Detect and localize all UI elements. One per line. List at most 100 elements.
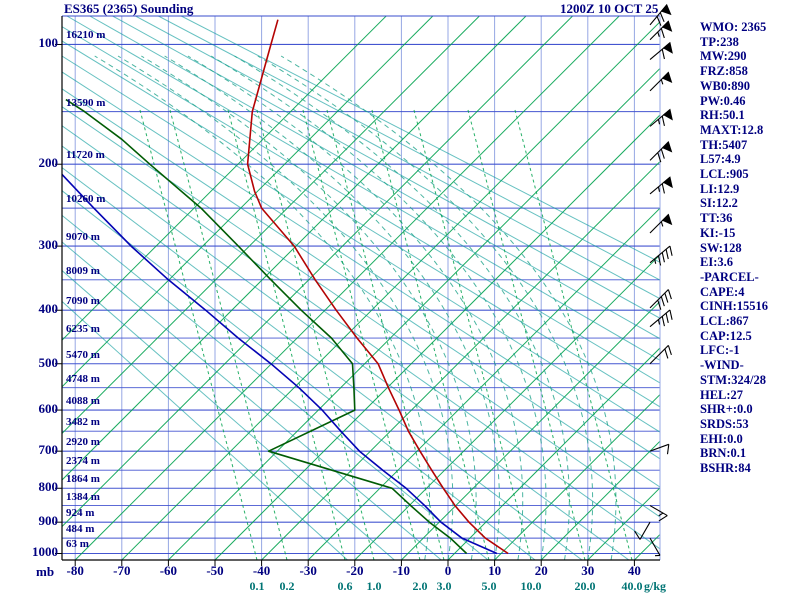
skew-isotherm-line [62,16,573,528]
barb-full [661,115,665,126]
barb-full [659,12,665,23]
barb-full [664,292,669,303]
skew-isotherm-line [62,16,434,388]
barb-full [667,289,672,300]
mixing-ratio-line [139,109,258,560]
skew-isotherm-line [261,160,660,560]
skew-isotherm-line [168,67,660,560]
barb-full [660,148,665,159]
barb-full [661,252,665,263]
barb-full [669,309,673,320]
barb-full [661,183,665,194]
mixing-ratio-line [371,109,490,560]
barb-staff [649,505,668,517]
dry-adiabat-line [62,145,630,560]
barb-flag [661,140,673,153]
skew-isotherm-line [121,21,660,560]
skew-isotherm-line [447,347,660,560]
skew-isotherm-line [494,393,660,560]
barb-flag [662,108,673,121]
moist-adiabat-line [94,55,431,560]
barb-full [657,299,662,310]
moist-adiabat-line [164,55,500,560]
dry-adiabat-line [66,16,660,361]
barb-full [661,49,665,60]
dry-adiabat-line [62,55,660,433]
barb-flag [661,71,673,84]
grid-and-traces [62,16,660,560]
moist-adiabat-line [257,55,594,560]
barb-staff [649,245,671,264]
barb-half [654,258,657,264]
skew-isotherm-line [587,487,660,560]
dry-adiabat-line [62,190,536,560]
barb-full [657,255,662,266]
dry-adiabat-line [62,106,660,518]
skew-isotherm-line [62,16,387,341]
dry-adiabat-line [89,16,660,340]
barb-full [657,152,662,163]
barb-staff [649,309,671,328]
dry-adiabat-line [62,214,489,560]
dry-adiabat-line [62,40,660,408]
barb-full [661,316,665,327]
dry-adiabat-line [62,125,660,550]
barb-full [665,313,669,324]
moist-adiabat-line [234,55,570,560]
moist-adiabat-line [117,55,454,560]
skew-isotherm-line [401,300,660,560]
moist-adiabat-line [280,55,617,560]
barb-flag [662,176,673,189]
dry-adiabat-line [62,88,660,488]
barb-flag [660,3,672,16]
barb-full [665,249,669,260]
barb-full [669,245,673,256]
barb-full [664,348,669,359]
temperature-trace [246,19,509,555]
skew-isotherm-line [634,533,660,560]
barb-flag [662,41,673,54]
dry-adiabat-line [158,16,660,281]
dry-adiabat-line [62,241,442,560]
barb-half [657,119,661,125]
skew-isotherm-line [74,16,620,560]
moist-adiabat-line [187,55,524,560]
skew-isotherm-line [354,254,660,560]
dry-adiabat-line [62,166,583,560]
wetbulb-trace [62,173,498,555]
mixing-ratio-line [169,109,288,560]
barb-full [666,444,670,455]
barb-staff [649,344,669,365]
skew-isotherm-line [540,440,660,560]
moist-adiabat-line [141,55,477,560]
skew-isotherm-line [214,114,660,560]
barb-half [657,186,661,192]
barb-staff [639,521,651,540]
dry-adiabat-line [112,16,660,319]
dry-adiabat-line [62,269,395,560]
dry-adiabat-line [62,300,348,560]
barb-full [667,345,672,356]
barb-flag [661,213,673,226]
barb-full [660,28,665,39]
barb-flag [661,20,673,32]
barb-half [660,221,664,227]
dry-adiabat-line [62,71,660,460]
wind-barbs [634,3,673,557]
barb-half [660,79,664,85]
barb-half [657,31,660,37]
barb-half [658,512,664,517]
barb-half [657,319,661,325]
barb-staff [649,289,669,309]
barb-full [656,16,662,26]
mixing-ratio-line [467,109,586,560]
barb-staff [649,537,661,556]
dry-adiabat-line [181,16,660,263]
barb-full [660,296,665,307]
barb-full [634,530,641,540]
skew-isotherm-line [62,16,527,481]
dry-adiabat-line [135,16,660,300]
moist-adiabat-line [210,55,547,560]
